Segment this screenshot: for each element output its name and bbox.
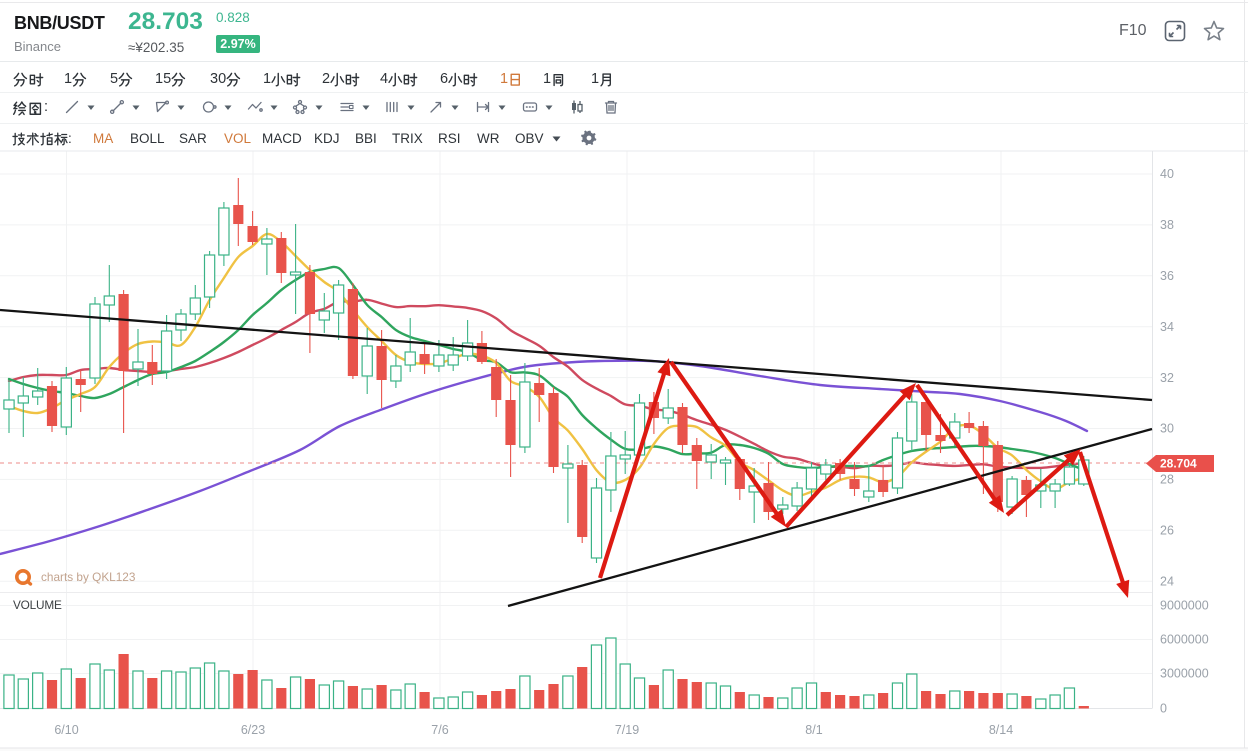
svg-text:6000000: 6000000	[1160, 633, 1209, 647]
svg-text:26: 26	[1160, 524, 1174, 538]
svg-text:9000000: 9000000	[1160, 599, 1209, 613]
svg-text:charts by QKL123: charts by QKL123	[41, 570, 136, 584]
svg-text:8/14: 8/14	[989, 723, 1013, 737]
svg-text:6/23: 6/23	[241, 723, 265, 737]
svg-text:34: 34	[1160, 320, 1174, 334]
svg-text:7/19: 7/19	[615, 723, 639, 737]
svg-text:24: 24	[1160, 574, 1174, 588]
svg-text:40: 40	[1160, 167, 1174, 181]
svg-text:8/1: 8/1	[805, 723, 822, 737]
svg-text:0: 0	[1160, 702, 1167, 716]
svg-text:28: 28	[1160, 473, 1174, 487]
svg-text:3000000: 3000000	[1160, 667, 1209, 681]
svg-text:30: 30	[1160, 422, 1174, 436]
svg-text:7/6: 7/6	[431, 723, 448, 737]
svg-text:28.704: 28.704	[1160, 457, 1197, 471]
svg-text:38: 38	[1160, 218, 1174, 232]
svg-text:VOLUME: VOLUME	[13, 598, 62, 612]
svg-text:6/10: 6/10	[54, 723, 78, 737]
svg-text:32: 32	[1160, 371, 1174, 385]
svg-text:36: 36	[1160, 269, 1174, 283]
